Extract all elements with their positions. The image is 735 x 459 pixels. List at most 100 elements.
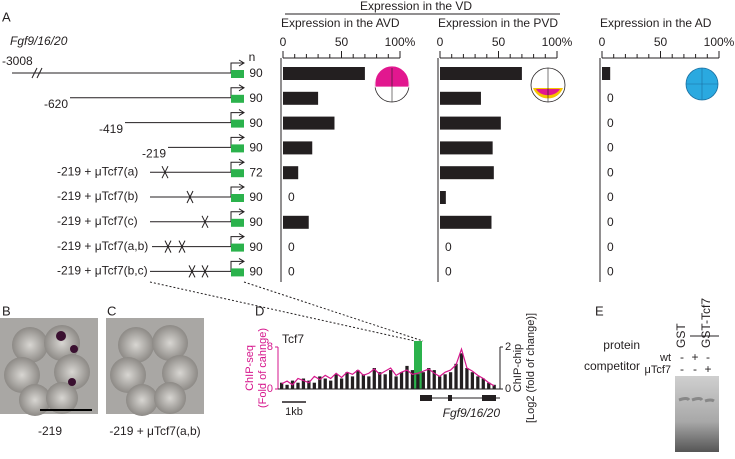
bar (283, 67, 365, 80)
promoter-arrow (230, 84, 245, 98)
tick-label: 0 (280, 35, 287, 49)
mutation-mark (201, 215, 209, 229)
bar (602, 67, 611, 80)
value-label: 0 (607, 141, 614, 155)
tick-label: 100% (704, 35, 735, 49)
reporter-box (231, 169, 244, 178)
tick-label: 8 (267, 341, 273, 353)
competitor-sign: + (691, 350, 698, 364)
bar (440, 91, 481, 105)
lane-label: GST-Tcf7 (699, 298, 713, 348)
chip-bar (427, 368, 431, 389)
competitor-label: wt (659, 352, 671, 364)
chip-bar (318, 376, 322, 389)
gene-model (420, 395, 500, 401)
reporter-box (231, 119, 244, 128)
right-axis-title: ChIP-chip (512, 344, 524, 392)
tick-label: 0 (437, 35, 444, 49)
chip-bar (394, 376, 398, 389)
chip-bar (465, 368, 469, 389)
panel-label: B (2, 303, 11, 318)
bar (440, 116, 501, 130)
chip-bar (421, 372, 425, 389)
bar (283, 116, 335, 130)
chip-bar (361, 374, 366, 389)
gene-label: Fgf9/16/20 (10, 34, 68, 48)
chip-bar (405, 365, 409, 389)
zoom-line (243, 281, 424, 342)
promoter-arrow (230, 158, 245, 173)
bar (440, 166, 494, 180)
tick-label: 0 (505, 383, 511, 395)
header: Expression in the VD (360, 0, 472, 13)
chip-bar (301, 378, 306, 389)
reporter-box (231, 144, 244, 153)
factor-label: Tcf7 (282, 332, 304, 346)
value-label: 0 (607, 265, 614, 279)
promoter-arrow (230, 183, 245, 197)
embryo-icon-pvd (530, 67, 566, 103)
promoter-arrow (230, 233, 245, 247)
n-value: 90 (249, 265, 263, 279)
row-label: protein (603, 338, 640, 352)
tick-label: 2 (505, 341, 511, 353)
chip-bar (438, 376, 442, 389)
construct-label: -219 + μTcf7(b,c) (57, 264, 148, 278)
chip-bar (334, 374, 338, 389)
competitor-sign: - (693, 362, 697, 376)
value-label: 0 (607, 190, 614, 204)
mutation-mark (164, 240, 172, 253)
construct-label: -219 + μTcf7(c) (57, 214, 138, 228)
chip-bar (339, 378, 344, 389)
reporter-box (231, 94, 244, 103)
left-axis-title: ChIP-seq (244, 345, 256, 391)
bar (283, 166, 299, 180)
panel-label: A (2, 9, 11, 24)
embryo-photo-b (0, 318, 98, 416)
chip-bar (378, 372, 382, 389)
bar (440, 141, 493, 155)
row-label: competitor (584, 359, 640, 373)
chip-bar (345, 372, 349, 389)
mutation-mark (201, 265, 209, 278)
construct-label: -219 + μTcf7(a) (57, 164, 138, 178)
n-value: 90 (249, 215, 263, 229)
competitor-sign: - (680, 350, 684, 364)
construct-label: -419 (99, 122, 123, 136)
value-label: 0 (607, 91, 614, 105)
chip-bar (470, 372, 475, 389)
bar (283, 91, 319, 105)
n-value: 90 (249, 141, 263, 155)
construct-label: -219 + μTcf7(a,b) (57, 239, 148, 253)
chip-bar (329, 380, 333, 389)
chip-bar (367, 376, 371, 389)
chip-bar (448, 372, 453, 389)
chip-bar (416, 374, 420, 389)
promoter-arrow (230, 257, 245, 272)
n-value: 90 (249, 116, 263, 130)
right-axis-title: [Log2 (fold of change)] (525, 313, 537, 423)
promoter-arrow (230, 109, 245, 123)
break-mark (31, 67, 43, 79)
seq-line (281, 347, 495, 387)
chip-bar (459, 353, 464, 389)
reporter-box (231, 218, 244, 227)
chip-bar (296, 382, 300, 389)
photo-caption: -219 (38, 424, 62, 438)
panel-label: D (255, 303, 264, 318)
value-label: 0 (445, 265, 452, 279)
value-label: 0 (607, 215, 614, 229)
panel-label: E (595, 303, 604, 318)
chip-bar (476, 376, 480, 389)
chip-bar (280, 382, 284, 389)
bar (283, 215, 309, 229)
value-label: 0 (607, 116, 614, 130)
n-value: 72 (249, 165, 263, 179)
chip-bar (443, 374, 447, 389)
chip-bar (481, 378, 485, 389)
zoom-line (149, 281, 416, 342)
value-label: 0 (288, 190, 295, 204)
chip-bar (492, 384, 496, 389)
bar (440, 215, 492, 229)
chip-bar (410, 370, 415, 389)
